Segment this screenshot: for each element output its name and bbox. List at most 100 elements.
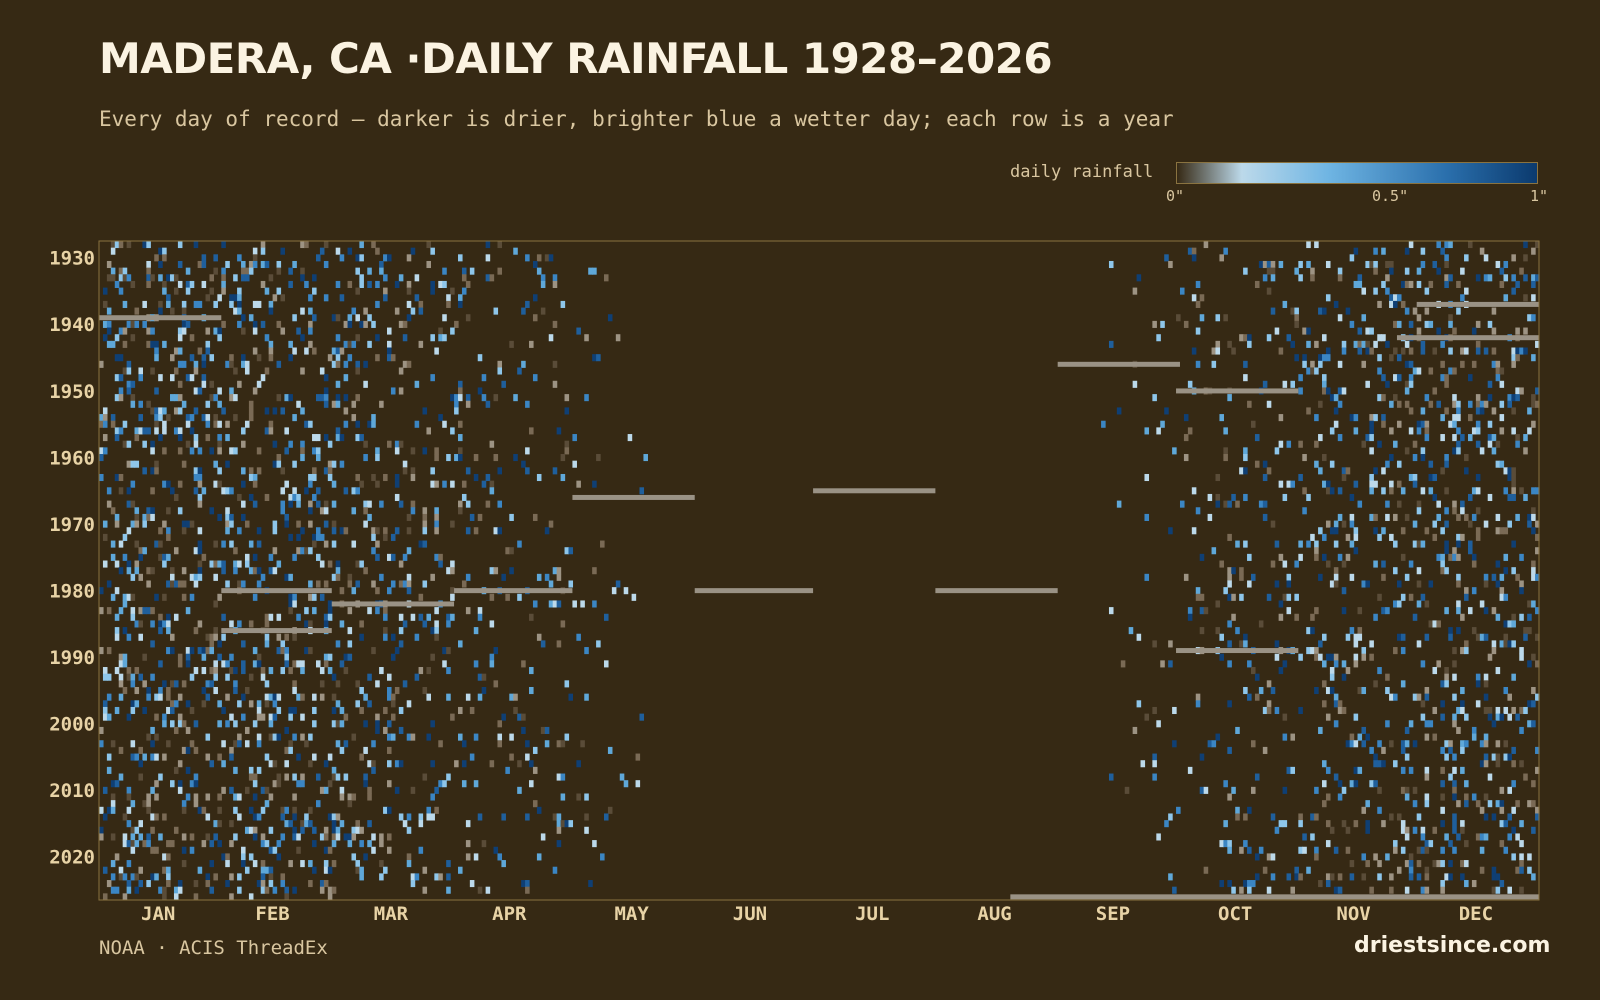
rain-day-cell: [584, 793, 589, 801]
rain-day-cell: [359, 633, 364, 641]
rain-day-cell: [296, 846, 301, 854]
rain-day-cell: [1286, 873, 1292, 881]
rain-day-cell: [402, 620, 408, 628]
rain-day-cell: [150, 327, 155, 335]
rain-day-cell: [292, 347, 297, 355]
rain-day-cell: [205, 733, 211, 741]
rain-day-cell: [600, 853, 605, 861]
rain-day-cell: [592, 354, 597, 362]
rain-day-cell: [359, 873, 364, 881]
rain-day-cell: [1168, 873, 1173, 881]
rain-day-cell: [339, 347, 345, 355]
rain-day-cell: [146, 806, 151, 814]
rain-day-cell: [217, 840, 222, 848]
rain-day-cell: [331, 527, 337, 535]
rain-day-cell: [315, 527, 321, 535]
rain-day-cell: [1444, 567, 1449, 575]
rain-day-cell: [331, 833, 337, 841]
rain-day-cell: [1503, 740, 1509, 748]
rain-day-cell: [1452, 507, 1457, 515]
rain-day-cell: [1365, 826, 1370, 834]
rain-day-cell: [1475, 340, 1481, 348]
rain-day-cell: [158, 886, 163, 894]
brand-link[interactable]: driestsince.com: [1354, 933, 1551, 958]
rain-day-cell: [268, 553, 274, 561]
rain-day-cell: [347, 653, 353, 661]
rain-day-cell: [1531, 247, 1536, 255]
rain-day-cell: [166, 553, 171, 561]
rain-day-cell: [343, 487, 349, 495]
rain-day-cell: [181, 527, 187, 535]
rain-day-cell: [434, 873, 439, 881]
rain-day-cell: [319, 693, 325, 701]
rain-day-cell: [458, 420, 463, 428]
rain-day-cell: [375, 587, 380, 595]
rain-day-cell: [1479, 633, 1485, 641]
rain-day-cell: [473, 473, 479, 482]
rain-day-cell: [272, 760, 278, 768]
rain-day-cell: [458, 300, 463, 308]
rain-day-cell: [197, 547, 203, 555]
rain-day-cell: [1270, 260, 1276, 269]
rain-day-cell: [1152, 706, 1157, 715]
rain-day-cell: [1215, 500, 1221, 508]
rain-day-cell: [1306, 647, 1311, 655]
rain-day-cell: [225, 507, 230, 515]
rain-day-cell: [1440, 766, 1445, 774]
rain-day-cell: [110, 593, 116, 601]
rain-day-cell: [189, 780, 195, 788]
rain-day-cell: [106, 607, 112, 615]
rain-day-cell: [150, 726, 155, 734]
rain-day-cell: [327, 846, 333, 854]
rain-day-cell: [1318, 573, 1323, 581]
rain-day-cell: [1365, 820, 1370, 828]
rain-day-cell: [1187, 247, 1193, 255]
rain-day-cell: [1487, 713, 1493, 721]
rain-day-cell: [1306, 627, 1311, 635]
rain-day-cell: [1322, 387, 1327, 395]
rain-day-cell: [205, 434, 211, 442]
rain-day-cell: [1353, 740, 1359, 748]
rain-day-cell: [359, 840, 364, 848]
rain-day-cell: [359, 753, 364, 761]
rain-day-cell: [1420, 540, 1426, 548]
rain-day-cell: [193, 800, 199, 808]
rain-day-cell: [1298, 473, 1303, 482]
rain-day-cell: [1144, 473, 1150, 482]
rain-day-cell: [458, 454, 463, 462]
rain-day-cell: [1491, 866, 1497, 874]
rain-day-cell: [1345, 846, 1351, 854]
rain-day-cell: [1495, 873, 1501, 881]
rain-day-cell: [268, 693, 274, 701]
rain-day-cell: [1314, 786, 1319, 794]
rain-day-cell: [256, 740, 262, 748]
rain-day-cell: [497, 367, 503, 375]
rain-day-cell: [1329, 673, 1335, 681]
rain-day-cell: [339, 706, 345, 715]
rain-day-cell: [248, 806, 254, 814]
rain-day-cell: [469, 706, 475, 715]
rain-day-cell: [213, 480, 218, 488]
rain-day-cell: [331, 706, 337, 715]
rain-day-cell: [1424, 307, 1430, 315]
rain-day-cell: [118, 387, 124, 395]
rain-day-cell: [209, 287, 215, 295]
rain-day-cell: [1329, 580, 1335, 588]
rain-day-cell: [256, 447, 262, 455]
rain-day-cell: [1412, 786, 1418, 794]
rain-day-cell: [256, 653, 262, 661]
rain-day-cell: [319, 593, 325, 601]
rain-day-cell: [1132, 287, 1138, 295]
rain-day-cell: [1385, 513, 1390, 521]
rain-day-cell: [1357, 327, 1363, 335]
rain-day-cell: [1333, 394, 1339, 402]
rain-day-cell: [142, 320, 147, 328]
rain-day-cell: [1507, 786, 1512, 794]
rain-day-cell: [414, 673, 420, 681]
rain-day-cell: [1428, 620, 1434, 628]
rain-day-cell: [276, 633, 282, 641]
rain-day-cell: [312, 840, 317, 848]
rain-day-cell: [422, 520, 428, 528]
rain-day-cell: [185, 726, 191, 734]
rain-day-cell: [1310, 274, 1315, 282]
